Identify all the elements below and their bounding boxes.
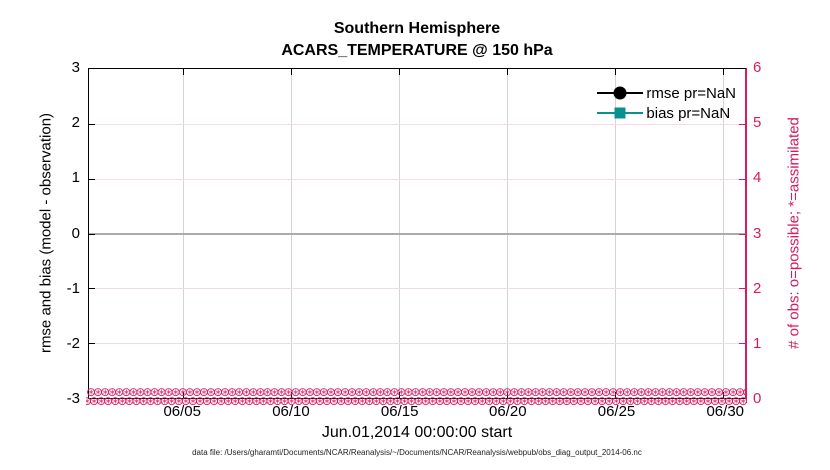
right-ytick-label: 1 <box>753 334 762 352</box>
left-ytick-label: 2 <box>71 114 80 132</box>
right-ytick-label: 3 <box>753 224 762 242</box>
tick-left <box>89 178 95 180</box>
gridline-horizontal <box>89 343 745 345</box>
tick-top <box>182 69 184 75</box>
xtick-label: 06/10 <box>272 403 310 420</box>
tick-left <box>89 288 95 290</box>
tick-bottom <box>506 392 508 398</box>
left-ytick-label: -2 <box>66 334 80 352</box>
tick-left <box>89 233 95 235</box>
tick-top <box>291 69 293 75</box>
x-axis-label: Jun.01,2014 00:00:00 start <box>321 424 513 441</box>
tick-top <box>506 69 508 75</box>
xtick-label: 06/05 <box>163 403 201 420</box>
legend-label: bias pr=NaN <box>646 104 731 122</box>
legend: rmse pr=NaN bias pr=NaN <box>597 84 736 124</box>
legend-square-marker-icon <box>614 107 626 119</box>
legend-item-rmse: rmse pr=NaN <box>597 84 736 102</box>
chart-subtitle: ACARS_TEMPERATURE @ 150 hPa <box>281 42 553 59</box>
gridline-horizontal <box>89 123 745 125</box>
gridline-horizontal <box>89 178 745 180</box>
right-ytick-label: 0 <box>753 390 762 407</box>
left-ytick-label: -3 <box>66 390 80 407</box>
tick-bottom <box>723 392 725 398</box>
tick-right <box>739 288 745 290</box>
data-file-caption: data file: /Users/gharamti/Documents/NCA… <box>192 448 642 457</box>
xtick-label: 06/25 <box>597 403 636 420</box>
right-ytick-label: 2 <box>753 279 762 297</box>
tick-bottom <box>615 392 617 398</box>
tick-top <box>399 69 401 75</box>
xtick-label: 06/15 <box>380 403 419 420</box>
tick-left <box>89 123 95 125</box>
tick-bottom <box>291 392 293 398</box>
tick-right <box>739 233 745 235</box>
legend-swatch <box>597 106 644 121</box>
right-ytick-label: 4 <box>753 169 762 187</box>
plot-area: ⊛⊛⊛⊛⊛⊛⊛⊛⊛⊛⊛⊛⊛⊛⊛⊛⊛⊛⊛⊛⊛⊛⊛⊛⊛⊛⊛⊛⊛⊛⊛⊛⊛⊛⊛⊛⊛⊛⊛⊛… <box>86 68 747 407</box>
chart-title: Southern Hemisphere <box>333 20 501 37</box>
left-ytick-label: 1 <box>71 169 80 187</box>
legend-item-bias: bias pr=NaN <box>597 104 736 122</box>
left-ytick-label: -1 <box>66 279 80 297</box>
tick-top <box>723 69 725 75</box>
left-ytick-label: 3 <box>71 59 80 76</box>
right-ytick-label: 5 <box>753 114 762 132</box>
legend-label: rmse pr=NaN <box>646 84 736 102</box>
obs-possible-markers: ⊛⊛⊛⊛⊛⊛⊛⊛⊛⊛⊛⊛⊛⊛⊛⊛⊛⊛⊛⊛⊛⊛⊛⊛⊛⊛⊛⊛⊛⊛⊛⊛⊛⊛⊛⊛⊛⊛⊛⊛… <box>86 388 747 399</box>
left-ytick-label: 0 <box>71 224 80 242</box>
xtick-label: 06/20 <box>489 403 527 420</box>
tick-left <box>89 343 95 345</box>
tick-top <box>615 69 617 75</box>
tick-right <box>739 343 745 345</box>
chart-title-block: Southern Hemisphere ACARS_TEMPERATURE @ … <box>88 18 746 62</box>
tick-bottom <box>399 392 401 398</box>
tick-bottom <box>182 392 184 398</box>
right-ytick-label: 6 <box>753 59 762 76</box>
xtick-label: 06/30 <box>706 403 745 420</box>
tick-right <box>739 123 745 125</box>
zero-reference-line <box>89 232 745 235</box>
tick-right <box>739 178 745 180</box>
legend-swatch <box>597 86 644 101</box>
legend-circle-marker-icon <box>613 86 627 100</box>
gridline-horizontal <box>89 288 745 290</box>
